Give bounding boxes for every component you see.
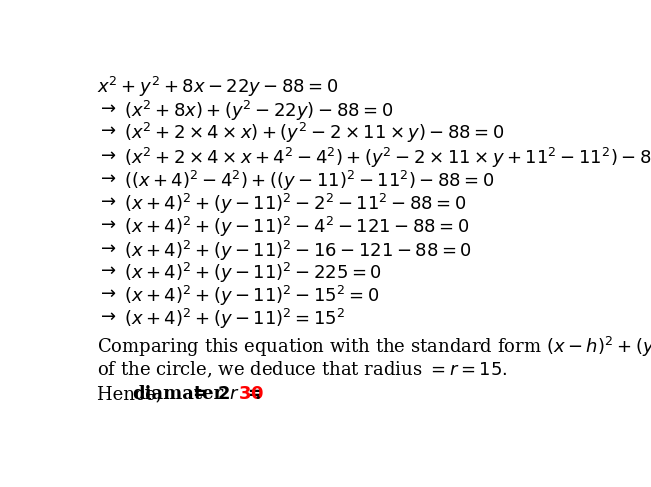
Text: $\mathbf{30}$: $\mathbf{30}$ [238, 385, 264, 403]
Text: $\rightarrow$: $\rightarrow$ [96, 121, 116, 139]
Text: Hence,: Hence, [96, 385, 167, 403]
Text: $\rightarrow$: $\rightarrow$ [96, 239, 116, 257]
Text: $((x + 4)^2 - 4^2) + ((y - 11)^2 - 11^2) - 88 = 0$: $((x + 4)^2 - 4^2) + ((y - 11)^2 - 11^2)… [124, 169, 495, 193]
Text: $x^2 + y^2 + 8x - 22y - 88 = 0$: $x^2 + y^2 + 8x - 22y - 88 = 0$ [96, 75, 338, 99]
Text: $(x^2 + 8x) + (y^2 - 22y) - 88 = 0$: $(x^2 + 8x) + (y^2 - 22y) - 88 = 0$ [124, 98, 393, 123]
Text: $\rightarrow$: $\rightarrow$ [96, 98, 116, 116]
Text: diamater: diamater [132, 385, 223, 403]
Text: $(x^2 + 2 \times 4 \times x) + (y^2 - 2 \times 11 \times y) - 88 = 0$: $(x^2 + 2 \times 4 \times x) + (y^2 - 2 … [124, 121, 505, 145]
Text: $\rightarrow$: $\rightarrow$ [96, 215, 116, 233]
Text: $(x + 4)^2 + (y - 11)^2 - 225 = 0$: $(x + 4)^2 + (y - 11)^2 - 225 = 0$ [124, 261, 382, 285]
Text: $\rightarrow$: $\rightarrow$ [96, 307, 116, 325]
Text: of the circle, we deduce that radius $= r = 15.$: of the circle, we deduce that radius $= … [96, 359, 506, 380]
Text: $(x + 4)^2 + (y - 11)^2 - 15^2 = 0$: $(x + 4)^2 + (y - 11)^2 - 15^2 = 0$ [124, 284, 380, 308]
Text: $\mathbf{=}$ $\mathbf{2}r$ $\mathbf{=}$: $\mathbf{=}$ $\mathbf{2}r$ $\mathbf{=}$ [189, 385, 262, 403]
Text: $(x + 4)^2 + (y - 11)^2 - 4^2 - 121 - 88 = 0$: $(x + 4)^2 + (y - 11)^2 - 4^2 - 121 - 88… [124, 215, 469, 239]
Text: $(x + 4)^2 + (y - 11)^2 - 2^2 - 11^2 - 88 = 0$: $(x + 4)^2 + (y - 11)^2 - 2^2 - 11^2 - 8… [124, 192, 467, 216]
Text: .: . [255, 385, 261, 403]
Text: $\rightarrow$: $\rightarrow$ [96, 169, 116, 187]
Text: $\rightarrow$: $\rightarrow$ [96, 284, 116, 302]
Text: $\rightarrow$: $\rightarrow$ [96, 146, 116, 164]
Text: $\rightarrow$: $\rightarrow$ [96, 192, 116, 210]
Text: $(x^2 + 2 \times 4 \times x + 4^2 - 4^2) + (y^2 - 2 \times 11 \times y + 11^2 - : $(x^2 + 2 \times 4 \times x + 4^2 - 4^2)… [124, 146, 651, 170]
Text: $(x + 4)^2 + (y - 11)^2 = 15^2$: $(x + 4)^2 + (y - 11)^2 = 15^2$ [124, 307, 346, 331]
Text: $(x + 4)^2 + (y - 11)^2 - 16 - 121 - 88 = 0$: $(x + 4)^2 + (y - 11)^2 - 16 - 121 - 88 … [124, 239, 473, 262]
Text: Comparing this equation with the standard form $(x - h)^2 + (y - k)^2 = r^2$: Comparing this equation with the standar… [96, 335, 651, 359]
Text: $\rightarrow$: $\rightarrow$ [96, 261, 116, 279]
